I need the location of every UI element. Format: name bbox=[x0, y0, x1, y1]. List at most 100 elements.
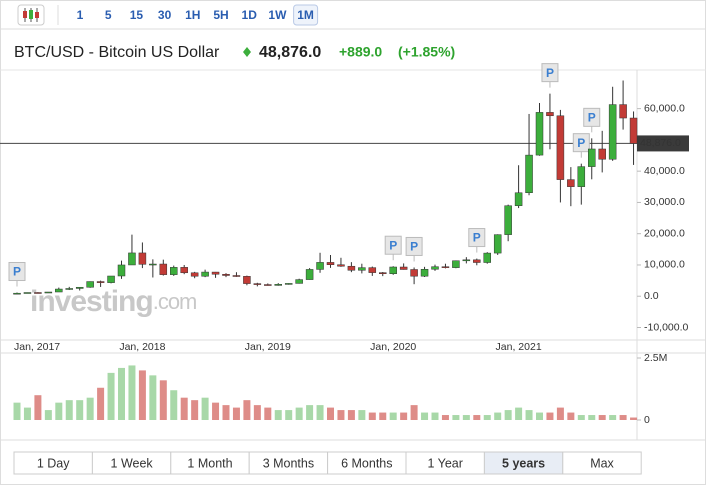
candle-body bbox=[305, 269, 314, 280]
range-label[interactable]: 1 Day bbox=[37, 456, 70, 470]
range-label[interactable]: 6 Months bbox=[341, 456, 392, 470]
volume-bar bbox=[295, 407, 303, 420]
candle-body bbox=[138, 252, 147, 265]
event-flag-label[interactable]: P bbox=[546, 66, 554, 80]
volume-bar bbox=[180, 397, 188, 420]
interval-button[interactable]: 1M bbox=[297, 8, 314, 22]
range-label[interactable]: 1 Month bbox=[187, 456, 232, 470]
candle-body bbox=[65, 288, 73, 290]
watermark-brand: investing bbox=[30, 285, 153, 318]
volume-bar bbox=[316, 405, 324, 420]
candle-body bbox=[556, 115, 565, 180]
volume-bar bbox=[598, 415, 606, 420]
candle-body bbox=[514, 192, 523, 206]
y-tick-label: 10,000.0 bbox=[644, 259, 685, 271]
current-price-label: 48,876.0 bbox=[640, 137, 681, 149]
volume-bar bbox=[431, 412, 439, 420]
volume-bar bbox=[201, 397, 209, 420]
y-tick-label: 30,000.0 bbox=[644, 196, 685, 208]
candle-body bbox=[159, 263, 168, 275]
y-tick-label: 20,000.0 bbox=[644, 227, 685, 239]
volume-bar bbox=[191, 400, 199, 420]
interval-button[interactable]: 1W bbox=[268, 8, 287, 22]
range-label[interactable]: 1 Week bbox=[111, 456, 154, 470]
candle-body bbox=[117, 264, 126, 277]
current-price-box bbox=[637, 135, 689, 152]
volume-bar bbox=[483, 415, 491, 420]
y-tick-label: 0.0 bbox=[644, 290, 659, 302]
event-flag-label[interactable]: P bbox=[410, 240, 418, 254]
volume-bar bbox=[170, 390, 178, 420]
interval-button[interactable]: 1D bbox=[242, 8, 258, 22]
interval-button[interactable]: 1H bbox=[185, 8, 200, 22]
range-label[interactable]: 1 Year bbox=[427, 456, 462, 470]
event-flag-label[interactable]: P bbox=[577, 136, 585, 150]
volume-tick-label: 0 bbox=[644, 414, 650, 426]
candle-body bbox=[546, 112, 554, 117]
chart-type-icon[interactable] bbox=[17, 4, 45, 26]
volume-bar bbox=[525, 410, 533, 420]
candle-body bbox=[525, 154, 533, 193]
volume-bar bbox=[44, 410, 52, 420]
volume-bar bbox=[504, 410, 512, 420]
volume-bar bbox=[368, 412, 376, 420]
candle-body bbox=[567, 179, 575, 187]
volume-bar bbox=[306, 405, 314, 420]
candle-body bbox=[284, 283, 293, 285]
candle-body bbox=[389, 266, 397, 275]
candle-body bbox=[86, 281, 94, 288]
candle-body bbox=[358, 267, 366, 271]
event-flag-label[interactable]: P bbox=[473, 231, 481, 245]
volume-bar bbox=[473, 415, 481, 420]
volume-bar bbox=[588, 415, 596, 420]
volume-bar bbox=[358, 410, 366, 420]
volume-bar bbox=[630, 417, 638, 420]
interval-button[interactable]: 5 bbox=[105, 8, 112, 22]
candle-body bbox=[577, 166, 586, 187]
interval-selected[interactable] bbox=[293, 4, 319, 26]
volume-bar bbox=[410, 405, 418, 420]
interval-button[interactable]: 30 bbox=[158, 8, 172, 22]
event-flag-label[interactable]: P bbox=[13, 265, 21, 279]
event-flag-label[interactable]: P bbox=[389, 238, 397, 252]
volume-bar bbox=[149, 375, 157, 420]
range-button[interactable] bbox=[562, 451, 642, 475]
volume-bar bbox=[222, 405, 230, 420]
volume-bar bbox=[462, 415, 470, 420]
candle-body bbox=[326, 262, 335, 265]
x-tick-label: Jan, 2019 bbox=[245, 341, 291, 353]
range-label[interactable]: Max bbox=[590, 456, 614, 470]
volume-bar bbox=[232, 407, 240, 420]
candle-body bbox=[232, 275, 241, 277]
candle-body bbox=[619, 104, 627, 119]
range-label[interactable]: 5 years bbox=[502, 456, 545, 470]
volume-bar bbox=[494, 412, 502, 420]
y-tick-label: 60,000.0 bbox=[644, 102, 685, 114]
candle-body bbox=[410, 269, 418, 277]
candle-body bbox=[274, 284, 282, 286]
event-flag-label[interactable]: P bbox=[588, 111, 596, 125]
range-label[interactable]: 3 Months bbox=[263, 456, 314, 470]
volume-bar bbox=[212, 402, 220, 420]
candle-body bbox=[483, 252, 491, 263]
volume-bar bbox=[327, 407, 334, 420]
volume-bar bbox=[76, 400, 84, 420]
last-price: 48,876.0 bbox=[259, 44, 321, 61]
volume-bar bbox=[452, 415, 460, 420]
interval-button[interactable]: 5H bbox=[213, 8, 228, 22]
candle-body bbox=[337, 264, 345, 267]
candle-body bbox=[420, 268, 429, 277]
candle-body bbox=[347, 265, 356, 271]
x-tick-label: Jan, 2018 bbox=[119, 341, 165, 353]
candle-body bbox=[452, 260, 460, 268]
volume-bar bbox=[243, 400, 251, 420]
volume-bar bbox=[400, 412, 408, 420]
volume-bar bbox=[118, 367, 125, 420]
instrument-title: BTC/USD - Bitcoin US Dollar bbox=[14, 44, 220, 61]
candle-body bbox=[170, 267, 178, 275]
volume-bar bbox=[379, 412, 387, 420]
interval-button[interactable]: 1 bbox=[77, 8, 84, 22]
interval-button[interactable]: 15 bbox=[130, 8, 144, 22]
live-icon bbox=[243, 47, 251, 57]
candle-body bbox=[211, 271, 220, 275]
